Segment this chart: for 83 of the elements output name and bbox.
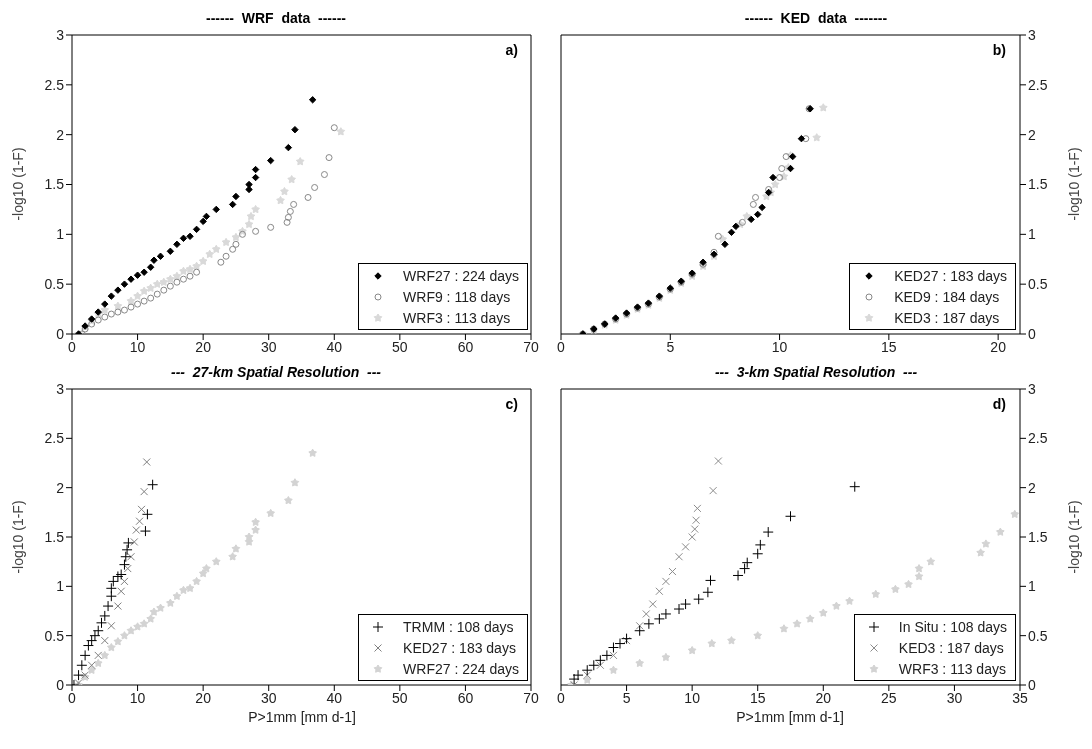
x-tick-label: 60: [457, 689, 474, 706]
y-tick-label: 2: [1028, 479, 1036, 496]
x-tick-label: 0: [68, 689, 77, 706]
legend-label: KED3 : 187 days: [894, 309, 1000, 326]
x-tick-label: 30: [260, 338, 277, 355]
x-axis-title: P>1mm [mm d-1]: [735, 709, 845, 725]
legend-label: KED3 : 187 days: [898, 639, 1004, 656]
x-tick-label: 50: [392, 338, 408, 355]
y-tick-label: 2.5: [1028, 430, 1048, 447]
y-tick-label: 2.5: [44, 430, 65, 447]
legend-label: WRF27 : 224 days: [403, 267, 519, 284]
y-tick-label: 3: [56, 26, 65, 43]
x-tick-label: 30: [260, 689, 277, 706]
y-tick-label: 0: [56, 676, 65, 693]
chart-title: ------ WRF data ------: [205, 9, 347, 28]
x-tick-label: 20: [195, 338, 212, 355]
x-tick-label: 20: [195, 689, 212, 706]
y-tick-label: 0: [56, 325, 65, 342]
x-tick-label: 20: [990, 338, 1007, 355]
y-tick-label: 0.5: [44, 276, 65, 293]
y-axis-title: -log10 (1-F): [10, 147, 26, 221]
x-tick-label: 40: [326, 689, 343, 706]
y-tick-label: 0: [1028, 676, 1036, 693]
annotation: a): [505, 42, 518, 58]
legend-label: KED9 : 184 days: [894, 288, 1000, 305]
y-tick-label: 3: [1028, 380, 1036, 397]
annotation: d): [992, 396, 1006, 412]
x-tick-label: 60: [457, 338, 474, 355]
y-tick-label: 2.5: [1028, 76, 1048, 93]
y-axis-title: -log10 (1-F): [10, 499, 26, 574]
y-tick-label: 0.5: [1028, 276, 1048, 293]
y-tick-label: 2: [1028, 126, 1036, 143]
y-tick-label: 1.5: [1028, 176, 1048, 193]
y-tick-label: 2: [56, 126, 65, 143]
x-axis-title: P>1mm [mm d-1]: [247, 709, 357, 725]
annotation: c): [505, 396, 518, 412]
legend-label: WRF3 : 113 days: [403, 309, 511, 326]
annotation: b): [992, 42, 1006, 58]
legend-label: In Situ : 108 days: [898, 618, 1007, 635]
y-axis-title: -log10 (1-F): [1066, 147, 1082, 221]
chart-title: --- 3-km Spatial Resolution ---: [713, 363, 919, 382]
legend-label: KED27 : 183 days: [894, 267, 1007, 284]
x-tick-label: 5: [622, 689, 631, 706]
y-tick-label: 1: [56, 578, 65, 595]
legend-label: WRF3 : 113 days: [898, 660, 1006, 677]
x-tick-label: 0: [557, 689, 566, 706]
legend-label: WRF9 : 118 days: [403, 288, 511, 305]
x-tick-label: 0: [68, 338, 77, 355]
x-tick-label: 20: [815, 689, 832, 706]
x-tick-label: 10: [129, 338, 146, 355]
y-tick-label: 3: [56, 380, 65, 397]
y-tick-label: 3: [1028, 26, 1036, 43]
x-tick-label: 10: [771, 338, 788, 355]
y-axis-title: -log10 (1-F): [1066, 499, 1082, 574]
y-tick-label: 0.5: [44, 627, 65, 644]
y-tick-label: 1: [1028, 578, 1036, 595]
y-tick-label: 1: [1028, 226, 1036, 243]
y-tick-label: 1.5: [1028, 528, 1048, 545]
x-tick-label: 15: [881, 338, 897, 355]
x-tick-label: 10: [684, 689, 701, 706]
x-tick-label: 50: [392, 689, 408, 706]
x-tick-label: 30: [946, 689, 963, 706]
x-tick-label: 70: [523, 689, 539, 706]
y-tick-label: 0.5: [1028, 627, 1048, 644]
x-tick-label: 15: [749, 689, 766, 706]
x-tick-label: 0: [557, 338, 566, 355]
x-tick-label: 40: [326, 338, 343, 355]
y-tick-label: 1: [56, 226, 65, 243]
legend-label: KED27 : 183 days: [403, 639, 516, 656]
x-tick-label: 70: [523, 338, 539, 355]
y-tick-label: 2.5: [44, 76, 65, 93]
y-tick-label: 1.5: [44, 528, 65, 545]
y-tick-label: 0: [1028, 325, 1036, 342]
x-tick-label: 10: [129, 689, 146, 706]
y-tick-label: 2: [56, 479, 65, 496]
legend-label: WRF27 : 224 days: [403, 660, 519, 677]
chart-title: ------ KED data -------: [743, 9, 889, 28]
y-tick-label: 1.5: [44, 176, 65, 193]
chart-title: --- 27-km Spatial Resolution ---: [170, 363, 382, 382]
x-tick-label: 35: [1012, 689, 1028, 706]
legend-label: TRMM : 108 days: [403, 618, 514, 635]
x-tick-label: 25: [881, 689, 897, 706]
x-tick-label: 5: [666, 338, 675, 355]
